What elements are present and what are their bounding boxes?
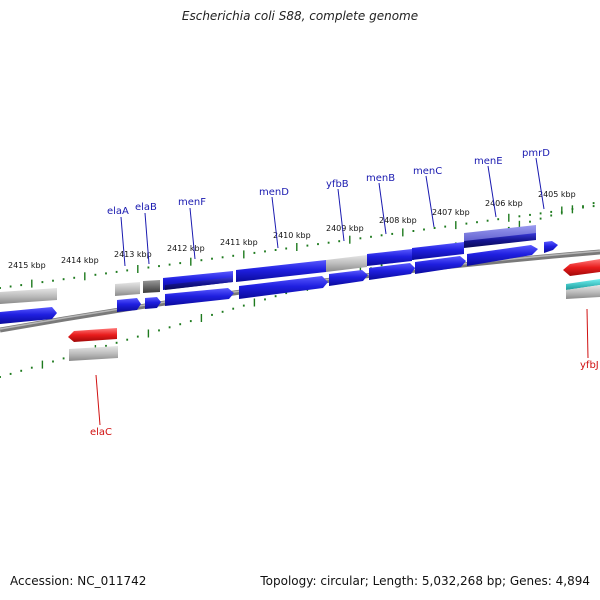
genome-title: Escherichia coli S88, complete genome (181, 9, 419, 23)
gene-feature[interactable] (165, 277, 233, 290)
gene-feature[interactable] (236, 260, 326, 282)
genome-summary: Topology: circular; Length: 5,032,268 bp… (260, 574, 590, 588)
feature-band-reverse (68, 259, 600, 361)
gene-arrow[interactable] (369, 263, 415, 280)
gene-label-menE[interactable]: menE (474, 156, 503, 167)
scale-label: 2408 kbp (379, 216, 417, 225)
gene-label-elaB[interactable]: elaB (135, 202, 157, 213)
scale-label: 2407 kbp (432, 208, 470, 217)
gene-feature[interactable] (464, 233, 536, 248)
gene-arrow[interactable] (563, 259, 600, 276)
scale-label: 2411 kbp (220, 238, 258, 247)
gene-arrow[interactable] (165, 288, 234, 306)
gene-arrow[interactable] (467, 245, 538, 266)
gene-feature[interactable] (326, 255, 367, 272)
scale-label: 2405 kbp (538, 190, 576, 199)
gene-feature[interactable] (367, 249, 412, 266)
gene-arrow[interactable] (68, 328, 117, 342)
scale-label: 2406 kbp (485, 199, 523, 208)
gene-feature[interactable] (143, 280, 160, 293)
gene-arrow[interactable] (415, 256, 466, 274)
scale-labels: 2415 kbp 2414 kbp 2413 kbp 2412 kbp 2411… (8, 190, 576, 270)
scale-ticks-upper (0, 205, 595, 289)
gene-arrow[interactable] (0, 307, 57, 324)
gene-feature[interactable] (69, 346, 118, 361)
gene-label-menD[interactable]: menD (259, 187, 289, 198)
gene-label-yfbB[interactable]: yfbB (326, 179, 349, 190)
gene-feature[interactable] (115, 282, 140, 296)
gene-leader-lines (95, 157, 589, 426)
feature-band-forward (0, 241, 558, 324)
gene-arrow[interactable] (544, 241, 558, 253)
gene-label-elaA[interactable]: elaA (107, 206, 129, 217)
gene-feature[interactable] (566, 279, 600, 290)
gene-arrow[interactable] (145, 297, 161, 309)
accession-label: Accession: NC_011742 (10, 574, 147, 588)
gene-labels: elaA elaB menF menD yfbB menB menC menE … (90, 148, 599, 438)
scale-label: 2410 kbp (273, 231, 311, 240)
gene-label-elaC[interactable]: elaC (90, 427, 112, 438)
gene-feature[interactable] (566, 285, 600, 299)
scale-label: 2415 kbp (8, 261, 46, 270)
gene-label-menB[interactable]: menB (366, 173, 395, 184)
gene-arrow[interactable] (117, 298, 141, 312)
gene-feature[interactable] (412, 242, 464, 260)
scale-label: 2409 kbp (326, 224, 364, 233)
gene-arrow[interactable] (239, 276, 328, 299)
scale-label: 2412 kbp (167, 244, 205, 253)
gene-feature[interactable] (0, 288, 57, 304)
gene-label-yfbJ[interactable]: yfbJ (580, 360, 599, 371)
gene-label-menF[interactable]: menF (178, 197, 206, 208)
feature-band-upper (0, 225, 536, 304)
gene-arrow[interactable] (329, 270, 368, 286)
gene-label-pmrD[interactable]: pmrD (522, 148, 550, 159)
gene-label-menC[interactable]: menC (413, 166, 442, 177)
scale-label: 2413 kbp (114, 250, 152, 259)
scale-label: 2414 kbp (61, 256, 99, 265)
